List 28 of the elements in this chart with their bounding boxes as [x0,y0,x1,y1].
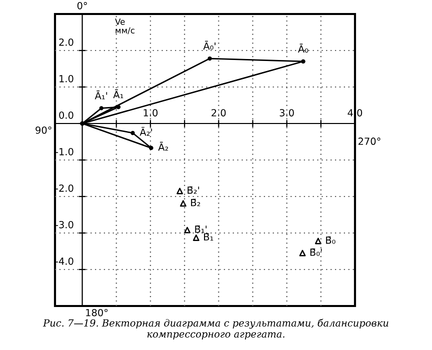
y-tick-label: -4.0 [55,257,74,265]
text: 90° [36,126,52,134]
y-axis-title: Ve мм/с [115,18,134,34]
annotation: Ā₁ [113,89,124,98]
annotation: B̄₂' [188,186,200,194]
y-tick-label: 2.0 [59,38,74,46]
annotation: Ā₁' [94,90,108,100]
annotation: B̄₁ [204,233,214,240]
annotation: B̄₀ [326,236,336,244]
x-tick-label: 2.0 [212,109,226,116]
annotation: B̄₂ [191,198,200,206]
text: 180° [86,308,108,316]
y-tick-label: -3.0 [55,220,74,228]
annotation: B̄₀' [310,248,322,256]
y-tick-label: -1.0 [55,148,74,156]
x-tick-label: 1.0 [144,109,158,116]
annotation: B̄₁' [195,226,207,233]
annotation: Ā₂ [158,142,168,151]
y-tick-label: -2.0 [55,184,74,192]
x-tick-label: 3.0 [280,109,294,116]
annotation: Ā₀' [203,40,216,50]
y-tick-label: 0.0 [59,111,74,119]
y-tick-label: 1.0 [60,74,74,82]
text: 0° [77,2,87,10]
text: 270° [358,138,380,145]
annotation: Ā₂' [140,126,152,136]
text: Рис. 7—19. Векторная диаграмма с результатами, балансировки компрессорного агрегата. [42,318,388,340]
annotation: Ā₀ [298,44,308,53]
